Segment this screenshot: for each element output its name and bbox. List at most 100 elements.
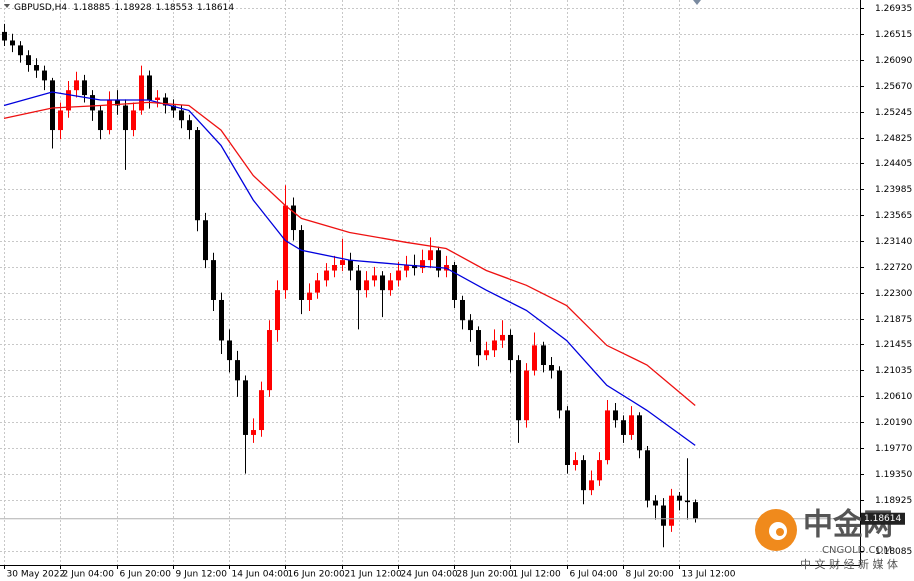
candle-body [243,380,248,435]
candle-body [299,230,304,300]
x-tick-label: 9 Jun 12:00 [176,570,228,580]
shift-marker [693,0,701,5]
candle-body [291,205,296,231]
candle-body [348,260,353,271]
y-tick-label: 1.19350 [875,470,912,480]
x-tick-label: 1 Jul 12:00 [513,570,562,580]
y-tick-label: 1.26090 [875,56,912,66]
grid [0,0,860,565]
x-tick-label: 16 Jun 20:00 [288,570,345,580]
candle-body [307,292,312,300]
candle-body [74,80,79,91]
candle-body [541,345,546,366]
candle-body [315,280,320,293]
candle-body [2,31,7,41]
y-tick-label: 1.22300 [875,289,912,299]
candle-body [235,360,240,381]
candle-body [508,334,513,361]
candle-body [693,502,698,519]
candle-body [436,250,441,271]
candle-body [115,99,120,106]
x-tick-label: 13 Jul 12:00 [682,570,736,580]
candle-body [645,450,650,501]
candle-body [557,370,562,411]
candle-body [484,350,489,356]
candle-body [195,130,200,221]
candle-body [275,290,280,331]
candle-body [34,65,39,71]
y-tick-label: 1.20610 [875,392,912,402]
candle-body [187,120,192,131]
y-tick-label: 1.20190 [875,418,912,428]
candle-body [613,410,618,421]
x-tick-label: 28 Jun 20:00 [457,570,514,580]
candle-body [50,80,55,131]
ohlc-high: 1.18928 [114,3,151,13]
candle-body [58,110,63,131]
candle-body [685,500,690,503]
candle-body [524,370,529,421]
x-tick-label: 24 Jun 04:00 [401,570,458,580]
y-tick-label: 1.19770 [875,444,912,454]
y-tick-label: 1.23985 [875,185,912,195]
title-icon [4,4,10,8]
candle-body [605,410,610,461]
plot [0,23,860,548]
candle-body [396,270,401,281]
candle-body [388,280,393,291]
candle-body [637,415,642,451]
candle-body [90,95,95,111]
candle-body [420,260,425,269]
watermark-site: CNGOLD.COM [822,545,892,556]
candle-body [107,99,112,131]
candle-body [356,270,361,291]
candle-body [589,480,594,491]
candle-body [332,265,337,271]
candle-body [677,495,682,501]
candle-body [581,460,586,491]
candle-body [26,55,31,66]
price-label-box [861,512,905,525]
moving-average [3,101,696,406]
candle-body [10,40,15,46]
candle-body [203,220,208,261]
y-tick-label: 1.18925 [875,496,912,506]
candle-body [428,250,433,261]
candle-body [211,260,216,300]
candle-body [492,340,497,351]
y-tick-label: 1.23140 [875,237,912,247]
logo-dot [776,528,784,536]
candle-body [653,500,658,506]
y-tick-label: 1.24405 [875,159,912,169]
candle-body [661,505,666,526]
x-tick-label: 30 May 2022 [7,570,66,580]
x-tick-label: 2 Jun 04:00 [63,570,115,580]
y-tick-label: 1.22720 [875,263,912,273]
candle-body [573,460,578,466]
symbol: GBPUSD,H4 [14,3,67,13]
candle-body [147,75,152,100]
candle-body [404,265,409,271]
candle-body [219,299,224,341]
candle-body [380,275,385,291]
candle-body [251,430,256,435]
watermark-slogan: 中 文 财 经 新 媒 体 [800,557,898,571]
candle-body [597,460,602,481]
candle-body [163,97,168,106]
y-tick-label: 1.21035 [875,366,912,376]
x-tick-label: 8 Jul 20:00 [626,570,675,580]
candle-body [259,390,264,431]
candle-body [412,265,417,269]
candle-body [669,495,674,526]
moving-average [3,91,696,446]
x-tick-label: 14 Jun 04:00 [232,570,289,580]
y-tick-label: 1.23565 [875,211,912,221]
y-tick-label: 1.21875 [875,315,912,325]
candle-body [621,420,626,435]
candle-body [267,330,272,391]
candle-body [516,360,521,421]
candle-body [460,299,465,321]
candle-body [468,320,473,331]
candle-body [324,270,329,281]
